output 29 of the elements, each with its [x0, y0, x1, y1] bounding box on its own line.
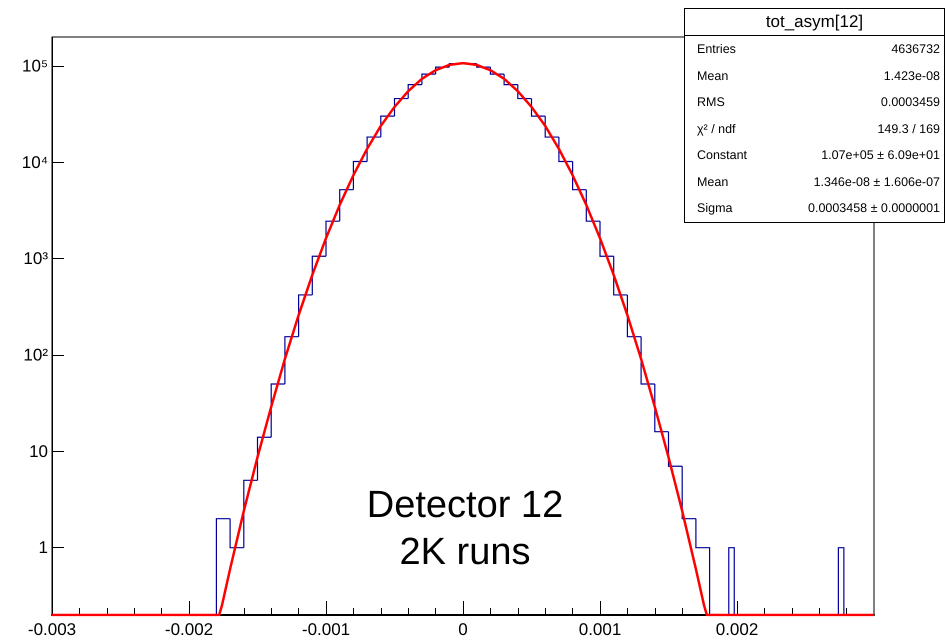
x-tick-label: 0.002	[716, 620, 758, 639]
annotation: Mean	[697, 174, 728, 189]
annotation: RMS	[697, 95, 725, 110]
text: 1.423e-08	[884, 68, 940, 83]
x-tick-label: 0.001	[578, 620, 622, 639]
x-tick-label: -0.002	[164, 620, 214, 639]
annotation: 1.07e+05 ± 6.09e+01	[821, 148, 940, 162]
x-tick-label: -0.001	[302, 620, 350, 639]
text: 149.3 / 169	[877, 122, 940, 136]
annotation: 0.0003458 ± 0.0000001	[808, 201, 940, 216]
annotation: Entries	[697, 42, 736, 56]
y-tick-label: 10	[29, 442, 48, 461]
annotation: Sigma	[697, 201, 732, 216]
x-tick-label: 0	[458, 620, 468, 639]
y-tick-label: 10⁴	[22, 152, 48, 172]
annotation: Mean	[697, 68, 728, 83]
text: 4636732	[891, 42, 940, 56]
text: 0.0003459	[880, 95, 940, 110]
y-tick-label: 10²	[23, 346, 48, 364]
y-tick-label: 10³	[23, 249, 48, 268]
x-tick-label: -0.003	[28, 620, 76, 639]
annotation: 2K runs	[398, 530, 532, 575]
annotation: Detector 12	[366, 483, 564, 528]
annotation: χ² / ndf	[697, 122, 736, 136]
annotation: Constant	[697, 148, 748, 162]
chart-title: tot_asym[12]	[685, 9, 944, 36]
annotation: 1.346e-08 ± 1.606e-07	[814, 174, 940, 189]
y-tick-label: 10⁵	[22, 56, 48, 76]
y-tick-label: 1	[38, 538, 48, 558]
